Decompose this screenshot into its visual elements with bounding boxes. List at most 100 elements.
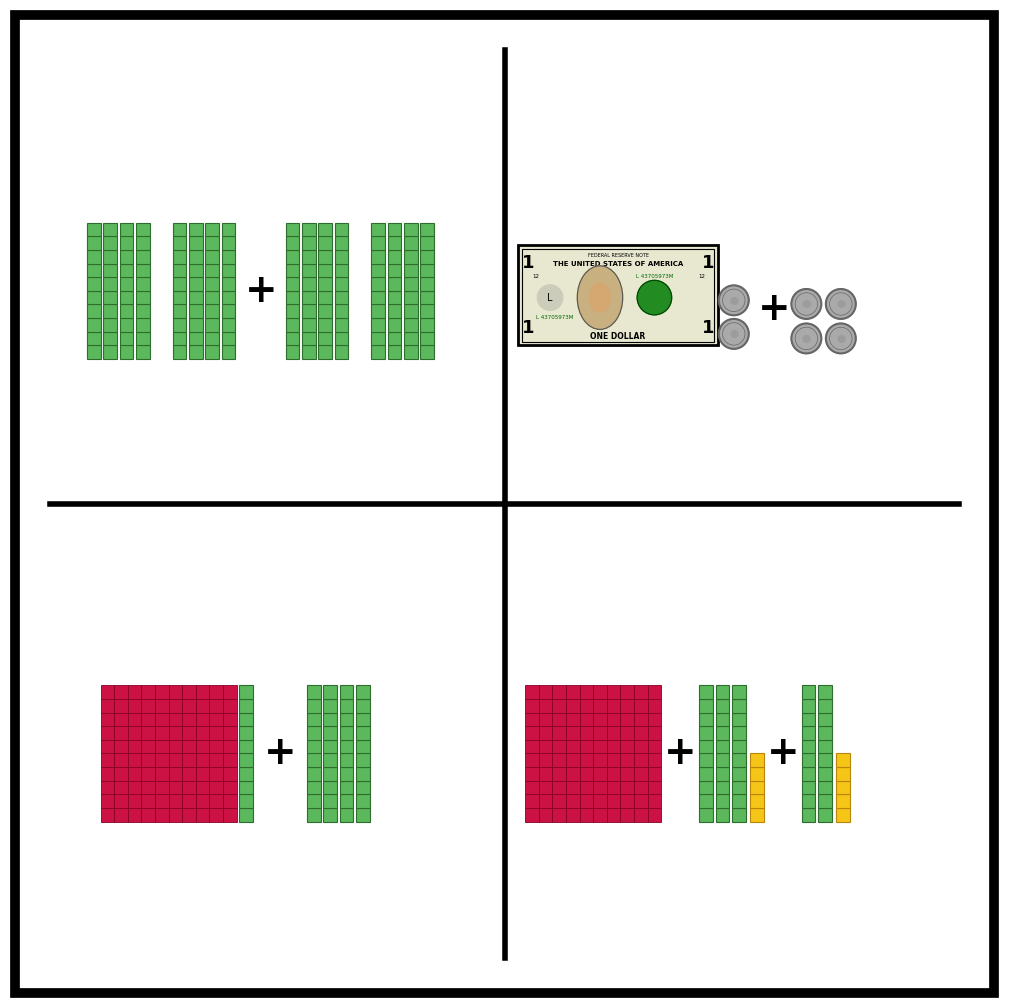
Bar (593, 740, 606, 754)
Text: 1: 1 (701, 254, 714, 271)
Bar (286, 250, 300, 264)
Circle shape (637, 280, 672, 314)
Bar (356, 740, 369, 754)
Bar (579, 700, 593, 713)
Bar (539, 808, 552, 822)
Bar (421, 264, 434, 277)
Bar (155, 767, 169, 780)
Bar (323, 767, 337, 780)
Bar (335, 332, 348, 345)
Bar (222, 304, 235, 319)
Bar (621, 794, 634, 808)
Bar (239, 740, 252, 754)
Bar (371, 264, 385, 277)
Bar (323, 740, 337, 754)
Bar (340, 808, 353, 822)
Bar (818, 794, 831, 808)
Text: L 43705973M: L 43705973M (637, 274, 674, 279)
Bar (593, 808, 606, 822)
Bar (120, 345, 133, 359)
Bar (318, 304, 332, 319)
Bar (101, 754, 114, 767)
Bar (222, 332, 235, 345)
Bar (699, 794, 713, 808)
Bar (421, 332, 434, 345)
Bar (223, 780, 237, 794)
Bar (566, 726, 579, 740)
Bar (732, 767, 746, 780)
Bar (101, 794, 114, 808)
Bar (206, 277, 219, 290)
Bar (206, 291, 219, 304)
Bar (340, 780, 353, 794)
Bar (715, 726, 730, 740)
Bar (648, 685, 661, 700)
Bar (223, 740, 237, 754)
Bar (239, 780, 252, 794)
Bar (421, 304, 434, 319)
Bar (183, 794, 196, 808)
Bar (210, 808, 223, 822)
Bar (371, 237, 385, 250)
Bar (715, 685, 730, 700)
Bar (525, 713, 539, 726)
Bar (169, 726, 183, 740)
Bar (286, 332, 300, 345)
Bar (223, 808, 237, 822)
Bar (519, 246, 718, 345)
Bar (323, 754, 337, 767)
Bar (593, 726, 606, 740)
Bar (120, 277, 133, 290)
Bar (606, 685, 621, 700)
Bar (648, 808, 661, 822)
Bar (120, 223, 133, 237)
Bar (239, 726, 252, 740)
Bar (552, 685, 566, 700)
Bar (699, 767, 713, 780)
Bar (318, 223, 332, 237)
Bar (340, 700, 353, 713)
Bar (239, 794, 252, 808)
Bar (715, 740, 730, 754)
Bar (356, 713, 369, 726)
Bar (318, 237, 332, 250)
Bar (114, 700, 128, 713)
Bar (732, 700, 746, 713)
Bar (169, 685, 183, 700)
Bar (421, 237, 434, 250)
Bar (648, 767, 661, 780)
Bar (335, 319, 348, 332)
Bar (323, 713, 337, 726)
Bar (136, 277, 149, 290)
Circle shape (791, 324, 821, 354)
Bar (128, 794, 141, 808)
Text: +: + (664, 735, 696, 772)
Bar (593, 780, 606, 794)
Bar (141, 713, 155, 726)
Bar (648, 726, 661, 740)
Bar (323, 726, 337, 740)
Bar (286, 304, 300, 319)
Bar (222, 237, 235, 250)
Bar (750, 794, 764, 808)
Bar (836, 767, 850, 780)
Bar (802, 740, 815, 754)
Circle shape (718, 319, 749, 349)
Bar (404, 291, 418, 304)
Bar (340, 713, 353, 726)
Bar (715, 767, 730, 780)
Text: 1: 1 (522, 320, 535, 337)
Bar (634, 700, 648, 713)
Bar (239, 700, 252, 713)
Bar (87, 277, 101, 290)
Bar (335, 345, 348, 359)
Bar (634, 726, 648, 740)
Bar (87, 332, 101, 345)
Bar (169, 794, 183, 808)
Bar (356, 700, 369, 713)
Bar (356, 754, 369, 767)
Bar (318, 345, 332, 359)
Bar (210, 794, 223, 808)
Bar (525, 754, 539, 767)
Bar (818, 726, 831, 740)
